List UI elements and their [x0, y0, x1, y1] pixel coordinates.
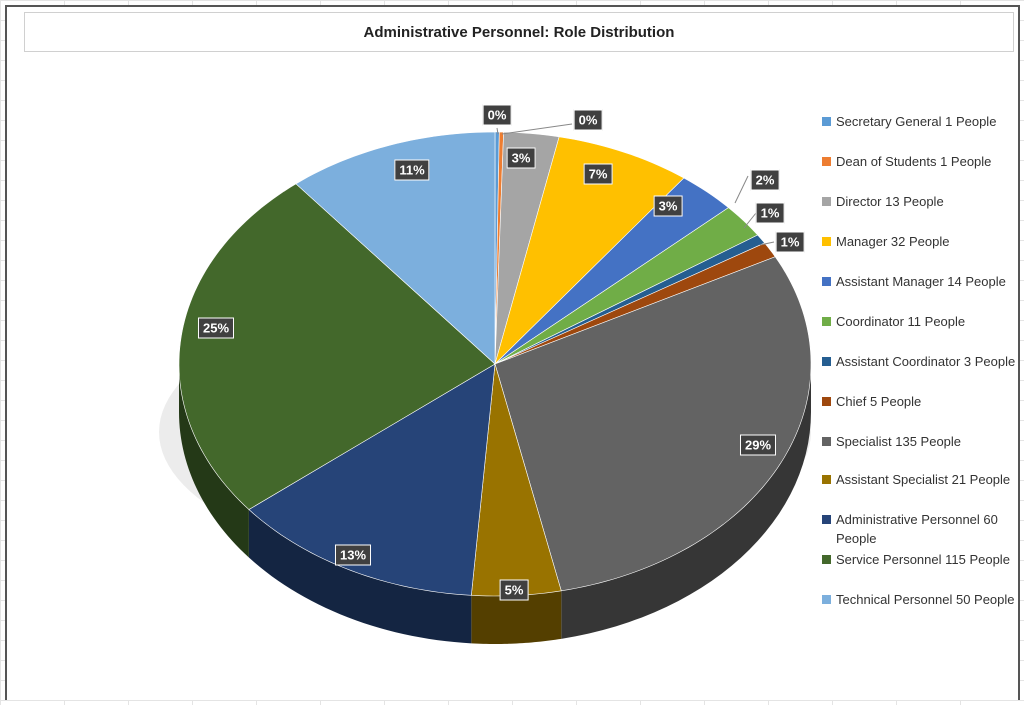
legend-item: Service Personnel 115 People — [822, 550, 1010, 569]
legend-item: Director 13 People — [822, 192, 944, 211]
legend-label: Technical Personnel 50 People — [836, 592, 1015, 607]
pie-slice-manager — [494, 136, 685, 366]
leader-line — [734, 175, 749, 204]
legend-swatch — [822, 317, 831, 326]
chart-title: Administrative Personnel: Role Distribut… — [24, 12, 1014, 52]
legend-swatch — [822, 437, 831, 446]
legend-swatch — [822, 515, 831, 524]
legend-label: Assistant Coordinator 3 People — [836, 354, 1016, 369]
pie-slice-assistant-manager — [494, 177, 729, 365]
legend-label: Assistant Manager 14 People — [836, 274, 1006, 289]
legend-label: Director 13 People — [836, 194, 944, 209]
legend-item: Technical Personnel 50 People — [822, 590, 1015, 609]
legend-swatch — [822, 197, 831, 206]
legend-swatch — [822, 397, 831, 406]
pie-slice-side — [471, 590, 562, 644]
legend-label: Specialist 135 People — [836, 434, 962, 449]
legend-item: Specialist 135 People — [822, 432, 961, 451]
legend-label: Chief 5 People — [836, 394, 922, 409]
leader-line — [501, 123, 573, 135]
legend-item: Manager 32 People — [822, 232, 949, 251]
legend-item: Assistant Coordinator 3 People — [822, 352, 1015, 371]
data-label: 1% — [755, 202, 785, 224]
data-label: 0% — [482, 104, 512, 126]
legend-item: Chief 5 People — [822, 392, 921, 411]
leader-line — [759, 241, 775, 246]
legend-item: Coordinator 11 People — [822, 312, 965, 331]
pie-slice-side — [179, 364, 249, 558]
legend-label: Dean of Students 1 People — [836, 154, 992, 169]
pie-slice-side — [248, 509, 472, 644]
data-label: 1% — [775, 231, 805, 253]
pie-slice-technical-personnel — [295, 131, 496, 365]
data-label: 29% — [739, 434, 777, 456]
legend-item: Administrative Personnel 60 People — [822, 510, 1022, 548]
legend-swatch — [822, 357, 831, 366]
legend-item: Assistant Manager 14 People — [822, 272, 1006, 291]
pie-slice-administrative-personnel — [248, 363, 496, 596]
legend-label: Secretary General 1 People — [836, 114, 997, 129]
legend-label: Assistant Specialist 21 People — [836, 472, 1011, 487]
legend-label: Administrative Personnel 60 People — [836, 512, 998, 546]
chart-title-text: Administrative Personnel: Role Distribut… — [363, 23, 675, 41]
data-label: 7% — [583, 163, 613, 185]
legend-item: Dean of Students 1 People — [822, 152, 991, 171]
legend-label: Manager 32 People — [836, 234, 950, 249]
data-label: 5% — [499, 579, 529, 601]
pie-slice-side — [561, 364, 811, 639]
pie-slice-specialist — [494, 256, 812, 592]
data-label: 2% — [750, 169, 780, 191]
pie-slice-coordinator — [494, 207, 759, 365]
legend-swatch — [822, 157, 831, 166]
data-label: 3% — [653, 195, 683, 217]
legend-swatch — [822, 475, 831, 484]
legend-swatch — [822, 277, 831, 286]
data-label: 13% — [334, 544, 372, 566]
legend-item: Secretary General 1 People — [822, 112, 996, 131]
data-label: 25% — [197, 317, 235, 339]
pie-slice-service-personnel — [178, 183, 496, 510]
pie-slice-director — [494, 131, 560, 365]
legend-item: Assistant Specialist 21 People — [822, 470, 1010, 489]
data-label: 11% — [394, 159, 430, 181]
legend-label: Coordinator 11 People — [836, 314, 966, 329]
data-label: 3% — [506, 147, 536, 169]
leader-line — [496, 127, 499, 135]
legend-swatch — [822, 595, 831, 604]
leader-line — [743, 212, 757, 229]
legend-label: Service Personnel 115 People — [836, 552, 1010, 567]
data-label: 0% — [573, 109, 603, 131]
legend-swatch — [822, 117, 831, 126]
legend-swatch — [822, 237, 831, 246]
legend-swatch — [822, 555, 831, 564]
